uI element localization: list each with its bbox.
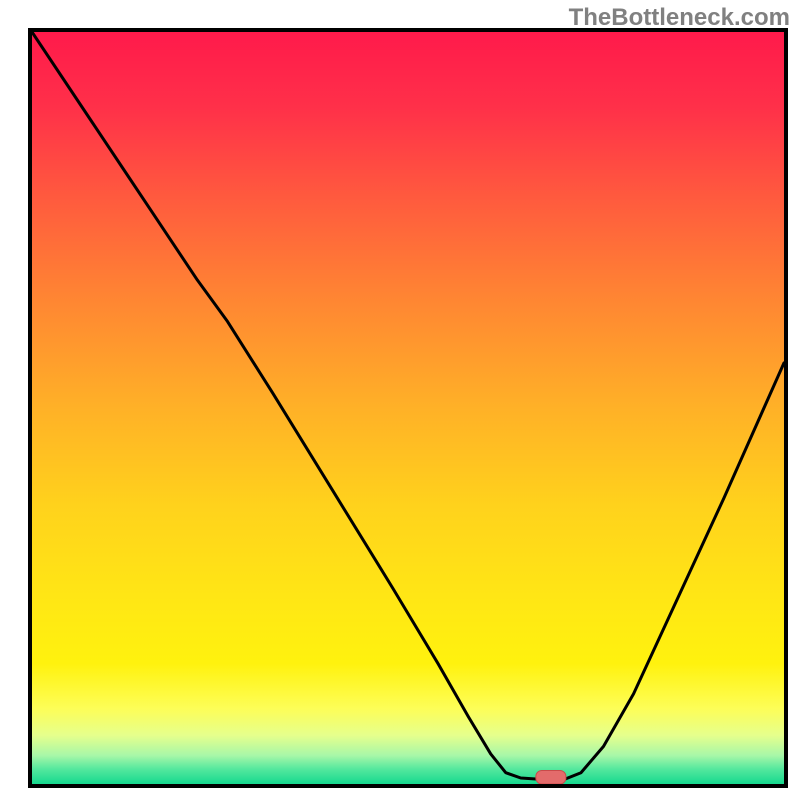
selection-marker [536, 770, 566, 784]
plot-area [28, 28, 788, 788]
watermark-text: TheBottleneck.com [569, 4, 790, 32]
bottleneck-curve [32, 32, 784, 779]
chart-svg [32, 32, 784, 784]
chart-container: { "watermark": { "text": "TheBottleneck.… [0, 0, 800, 800]
